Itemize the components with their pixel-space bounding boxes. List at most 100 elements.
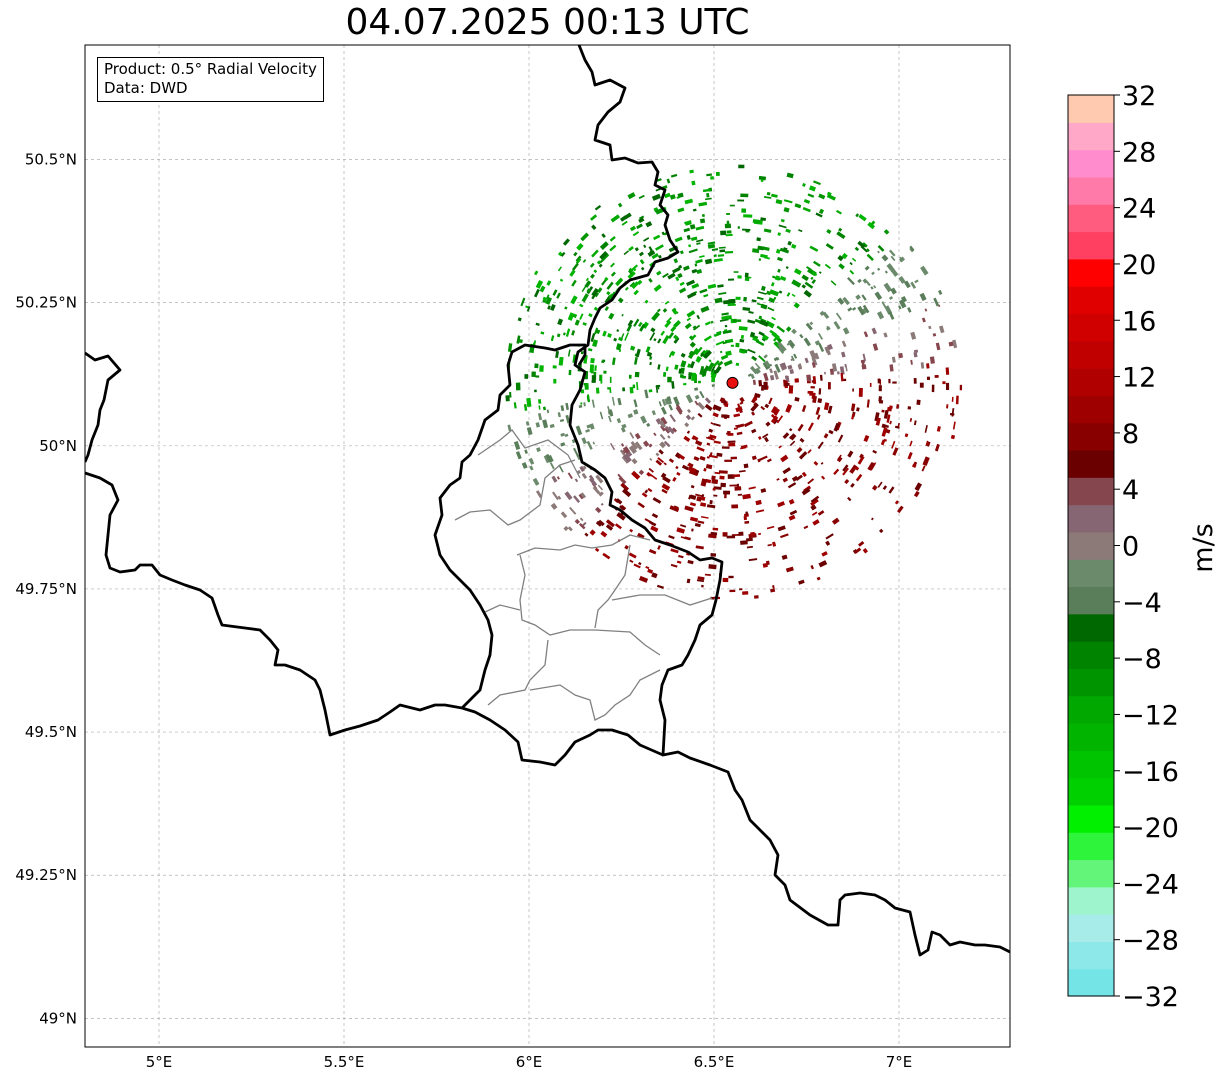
- echo-cell: [694, 394, 700, 400]
- echo-cell: [731, 504, 739, 509]
- colorbar-tick-label: −12: [1122, 700, 1179, 731]
- echo-cell: [919, 382, 924, 388]
- echo-cell: [686, 317, 691, 322]
- colorbar-tick-label: 8: [1122, 419, 1139, 450]
- echo-cell: [892, 447, 899, 456]
- echo-cell: [549, 462, 555, 470]
- echo-cell: [657, 457, 665, 464]
- echo-cell: [785, 266, 789, 270]
- echo-cell: [771, 316, 776, 321]
- echo-cell: [560, 251, 566, 257]
- district-borders: [454, 429, 713, 721]
- echo-cell: [657, 545, 661, 550]
- echo-cell: [775, 248, 781, 254]
- echo-cell: [656, 270, 662, 276]
- echo-cell: [648, 443, 653, 448]
- colorbar-segment: [1068, 859, 1114, 888]
- echo-cell: [668, 426, 675, 433]
- echo-cell: [724, 250, 734, 254]
- echo-cell: [693, 456, 700, 462]
- echo-cell: [724, 324, 728, 328]
- echo-cell: [649, 332, 656, 341]
- echo-cell: [787, 240, 792, 246]
- echo-cell: [779, 275, 787, 282]
- echo-cell: [790, 358, 794, 362]
- echo-cell: [744, 520, 750, 524]
- echo-cell: [597, 484, 604, 491]
- echo-cell: [672, 427, 678, 433]
- echo-cell: [689, 494, 697, 501]
- echo-cell: [889, 405, 893, 409]
- echo-cell: [762, 334, 769, 341]
- echo-cell: [516, 335, 521, 344]
- echo-cell: [735, 362, 740, 366]
- echo-cell: [620, 482, 630, 492]
- echo-cell: [616, 329, 620, 332]
- echo-cell: [892, 381, 897, 384]
- echo-cell: [689, 361, 696, 369]
- echo-cell: [647, 249, 656, 257]
- echo-cell: [513, 402, 517, 409]
- echo-cell: [745, 537, 753, 542]
- echo-cell: [670, 173, 678, 178]
- echo-cell: [806, 266, 812, 271]
- echo-cell: [616, 418, 622, 424]
- echo-cell: [710, 422, 714, 425]
- echo-cell: [766, 525, 775, 530]
- echo-cell: [695, 346, 703, 356]
- echo-cell: [758, 258, 762, 261]
- echo-cell: [507, 343, 513, 352]
- echo-cell: [661, 231, 665, 236]
- colorbar-tick-label: −24: [1122, 869, 1179, 900]
- echo-cell: [699, 365, 705, 375]
- echo-cell: [713, 258, 723, 263]
- echo-cell: [618, 336, 624, 342]
- colorbar-segment: [1068, 449, 1114, 478]
- colorbar-segment: [1068, 886, 1114, 915]
- echo-cell: [829, 368, 835, 375]
- echo-cell: [713, 494, 718, 497]
- echo-cell: [585, 428, 591, 433]
- echo-cell: [857, 305, 866, 316]
- echo-cell: [758, 379, 763, 387]
- echo-cell: [547, 305, 551, 310]
- echo-cell: [636, 381, 639, 390]
- echo-cell: [909, 245, 915, 252]
- echo-cell: [648, 520, 657, 527]
- echo-cell: [723, 490, 731, 495]
- echo-cell: [936, 426, 941, 432]
- echo-cell: [670, 563, 678, 568]
- echo-cell: [699, 390, 705, 399]
- echo-cell: [673, 505, 679, 511]
- echo-cell: [755, 509, 765, 513]
- echo-cell: [697, 520, 705, 524]
- echo-cell: [730, 344, 734, 347]
- echo-cell: [801, 405, 807, 413]
- echo-cell: [686, 234, 691, 240]
- echo-cell: [637, 502, 645, 509]
- echo-cell: [637, 532, 645, 539]
- echo-cell: [913, 352, 918, 358]
- echo-cell: [756, 296, 764, 301]
- echo-cell: [552, 365, 557, 369]
- echo-cell: [888, 311, 895, 320]
- echo-cell: [754, 392, 759, 397]
- echo-cell: [578, 493, 585, 500]
- echo-cell: [535, 422, 540, 428]
- echo-cell: [564, 433, 569, 438]
- echo-cell: [617, 473, 623, 480]
- echo-cell: [617, 397, 622, 406]
- echo-cell: [677, 273, 683, 279]
- echo-cell: [599, 251, 608, 260]
- echo-cell: [812, 519, 820, 526]
- colorbar-segment: [1068, 531, 1114, 560]
- echo-cell: [542, 406, 546, 411]
- echo-cell: [884, 270, 888, 274]
- echo-cell: [847, 307, 853, 312]
- echo-cell: [683, 383, 687, 386]
- echo-cell: [801, 487, 811, 496]
- echo-cell: [751, 455, 757, 461]
- echo-cell: [863, 434, 870, 443]
- echo-cell: [925, 440, 929, 446]
- echo-cell: [535, 490, 543, 499]
